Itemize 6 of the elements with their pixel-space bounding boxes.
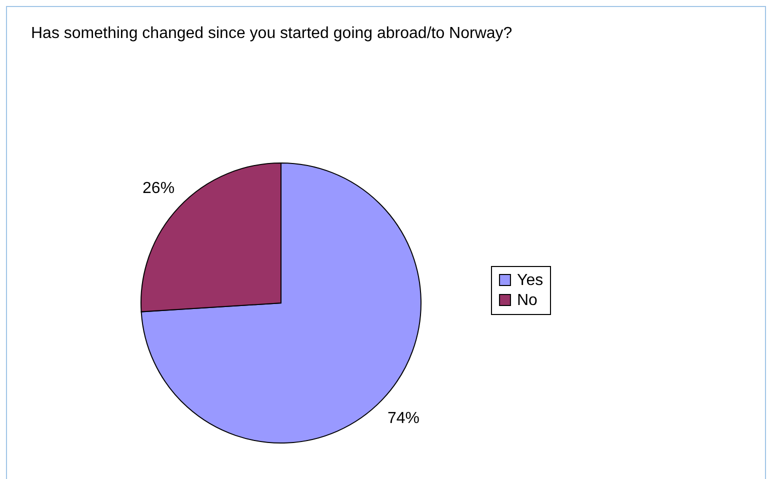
legend-label: Yes (517, 272, 544, 289)
data-label: 26% (142, 180, 175, 197)
chart-title: Has something changed since you started going abroad/to Norway? (31, 25, 512, 42)
pie-slice (140, 162, 422, 444)
data-label: 74% (387, 410, 420, 428)
legend-label: No (517, 292, 538, 309)
